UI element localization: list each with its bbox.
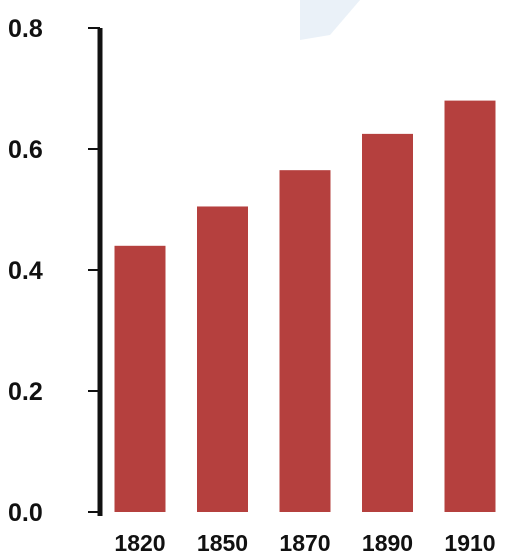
x-tick-label-1850: 1850	[197, 530, 248, 556]
bar-1890	[362, 133, 413, 512]
x-tick-label-1870: 1870	[279, 530, 330, 556]
x-axis-labels: 1820 1850 1870 1890 1910	[114, 530, 495, 556]
bar-1850	[197, 206, 248, 512]
x-tick-label-1890: 1890	[362, 530, 413, 556]
y-tick-label: 0.2	[8, 378, 43, 406]
y-tick-label: 0.0	[8, 499, 43, 527]
y-tick-label: 0.6	[8, 136, 43, 164]
x-tick-label-1910: 1910	[444, 530, 495, 556]
watermark-shape	[300, 0, 360, 40]
y-tick-label: 0.8	[8, 15, 43, 43]
bars	[114, 100, 496, 513]
y-tick-label: 0.4	[8, 257, 43, 285]
bar-1820	[114, 245, 166, 513]
bar-1870	[279, 170, 331, 513]
y-axis-ticks: 0.0 0.2 0.4 0.6 0.8	[8, 15, 100, 527]
bar-1910	[444, 100, 496, 512]
x-tick-label-1820: 1820	[114, 530, 165, 556]
